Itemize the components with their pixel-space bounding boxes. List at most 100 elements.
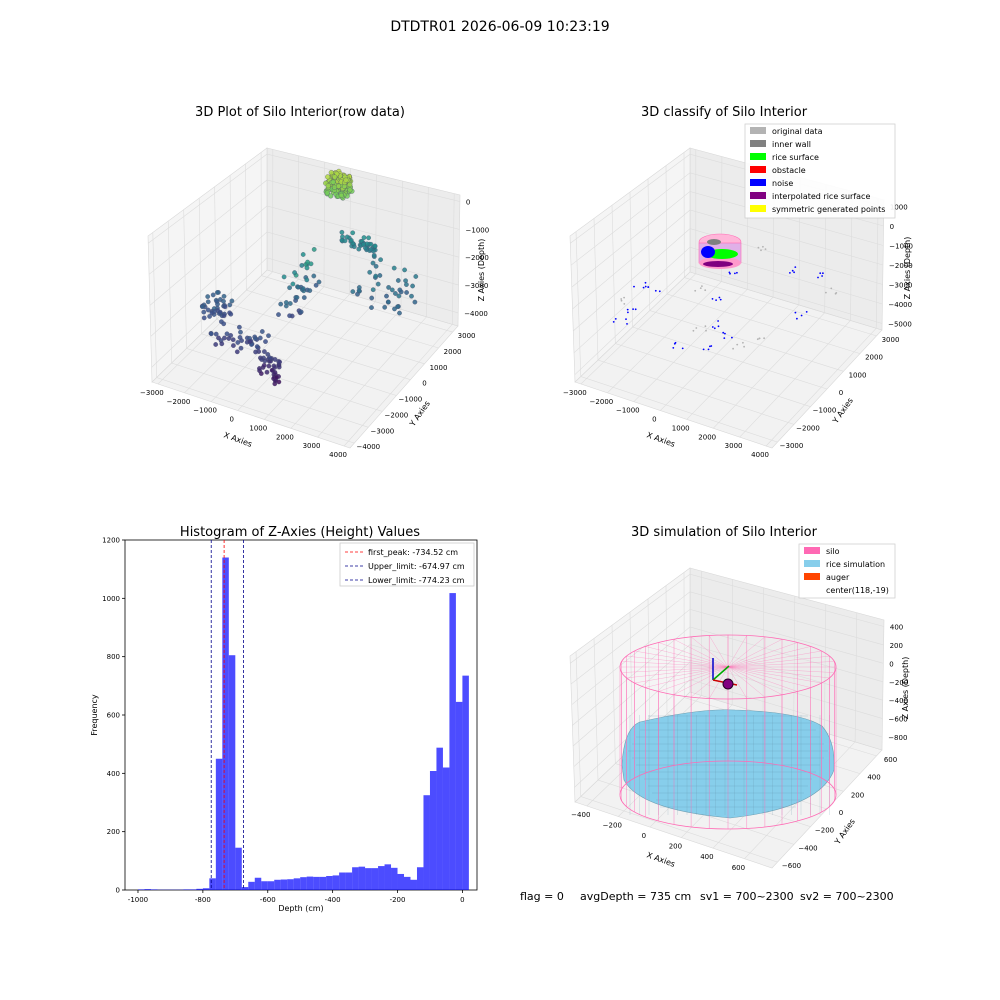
z-gridline <box>572 209 884 310</box>
histogram-bar <box>300 877 307 890</box>
classify-point <box>723 337 726 339</box>
histogram-threshold-lines <box>210 540 244 890</box>
z-tick-label: −4000 <box>464 310 488 318</box>
classify-point <box>722 331 725 334</box>
y-tick-label: 1200 <box>102 537 120 545</box>
z-tick-label: −800 <box>888 734 907 742</box>
histogram-bar <box>144 889 151 891</box>
classify-legend: original data inner wall rice surface obsta… <box>744 123 896 219</box>
histogram-bar <box>436 747 443 890</box>
x-gridline <box>580 149 697 385</box>
raw-point <box>386 285 391 290</box>
raw-point <box>373 263 379 269</box>
raw-point <box>350 230 356 236</box>
z-gridline <box>570 591 884 685</box>
histogram-bar <box>254 877 262 890</box>
silo-roof-wire <box>690 636 729 668</box>
y-tick-label: −3000 <box>371 427 395 435</box>
y-tick-label: 3000 <box>458 332 476 340</box>
raw-point <box>278 301 284 307</box>
raw-point <box>212 309 217 314</box>
simulation-title: 3D simulation of Silo Interior <box>631 525 818 540</box>
footer-avg-depth: avgDepth = 735 cm <box>580 890 691 903</box>
raw-point <box>328 193 334 199</box>
raw-point <box>274 374 279 380</box>
classify-point <box>734 272 736 275</box>
x-tick-label: 400 <box>700 853 713 861</box>
classify-point <box>830 287 833 290</box>
raw-point <box>338 192 344 198</box>
raw-point <box>332 174 338 180</box>
raw-point <box>350 289 356 294</box>
classify-point <box>626 323 628 325</box>
classify-point <box>717 325 720 328</box>
raw-point <box>221 313 227 319</box>
x-tick-label: -200 <box>390 896 406 904</box>
classify-point <box>620 298 623 300</box>
raw-point <box>412 299 418 305</box>
classify-point <box>654 289 657 292</box>
raw-point <box>234 349 240 355</box>
classify-point <box>805 311 808 313</box>
histogram-bar <box>241 887 249 890</box>
silo-roof-wire <box>727 661 835 668</box>
raw-point <box>207 314 212 319</box>
classify-legend-label: symmetric generated points <box>772 205 885 214</box>
classify-point <box>817 276 819 279</box>
y-gridline <box>167 220 369 428</box>
simulation-legend-label: auger <box>826 573 850 582</box>
raw-point <box>313 282 319 288</box>
x-tick-label: 4000 <box>329 451 347 459</box>
histogram-bar <box>293 878 301 890</box>
raw-point <box>397 287 403 293</box>
z-tick-label: 200 <box>890 642 903 650</box>
histogram-bar <box>391 867 398 890</box>
histogram-bar <box>442 767 450 890</box>
x-tick-label: 0 <box>229 416 233 424</box>
x-gridline <box>686 177 801 420</box>
y-tick-label: −1000 <box>813 407 837 415</box>
panel-raw-3d: 3D Plot of Silo Interior(row data) −3000… <box>140 105 489 459</box>
silo-roof-wire <box>658 666 729 692</box>
classify-point <box>634 308 637 311</box>
raw-point <box>373 273 379 279</box>
raw-point <box>219 341 225 347</box>
raw-point <box>230 337 236 343</box>
raw-point <box>295 284 301 290</box>
raw-point <box>272 357 278 362</box>
z-gridline <box>573 246 883 354</box>
raw-point <box>404 282 409 287</box>
histogram-bar <box>378 866 385 890</box>
raw-point <box>272 365 278 370</box>
histogram-bar <box>371 868 379 891</box>
raw-point <box>208 331 214 337</box>
raw-point <box>300 252 306 257</box>
raw-point <box>311 273 317 279</box>
y-tick-label: −3000 <box>780 442 804 450</box>
raw-point <box>237 324 242 330</box>
raw-point <box>287 285 292 291</box>
raw-point <box>215 301 220 307</box>
x-tick-label: 600 <box>732 864 745 872</box>
raw-point <box>300 286 306 291</box>
classify-point <box>743 345 745 348</box>
silo-roof-wire <box>727 666 835 673</box>
classify-legend-label: obstacle <box>772 166 806 175</box>
raw-point <box>229 298 235 304</box>
raw-point <box>377 273 383 278</box>
classify-point <box>710 345 713 347</box>
y-tick-label: 1000 <box>849 371 867 379</box>
silo-roof-wire <box>727 666 811 688</box>
raw-point <box>356 246 362 252</box>
histogram-bar <box>313 876 320 891</box>
x-tick-label: −1000 <box>616 407 640 415</box>
histogram-bar <box>384 864 392 890</box>
raw-point <box>410 283 415 289</box>
classify-point <box>701 285 703 287</box>
classify-point <box>647 286 650 288</box>
x-tick-label: -400 <box>325 896 341 904</box>
raw-point <box>253 349 258 355</box>
raw-point <box>356 288 362 294</box>
histogram-bar <box>274 879 281 890</box>
